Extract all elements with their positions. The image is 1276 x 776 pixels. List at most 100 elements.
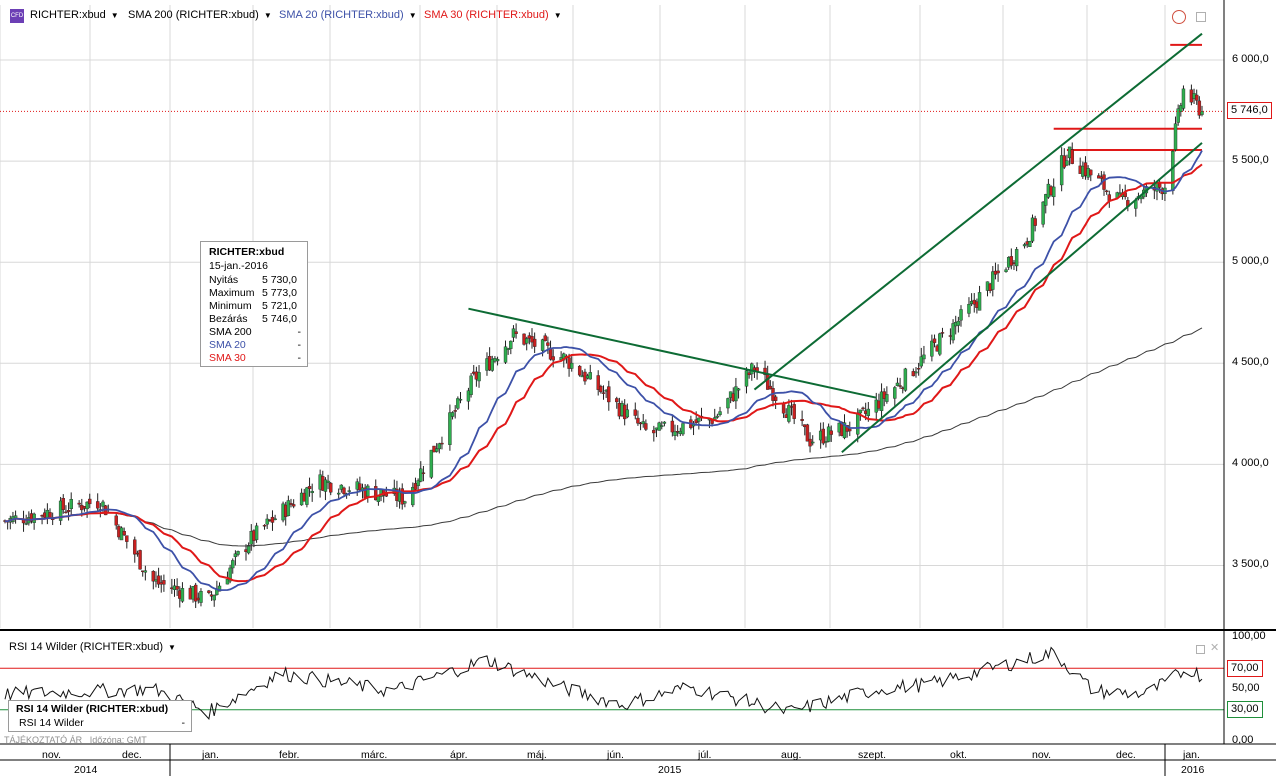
candle-body bbox=[525, 338, 529, 344]
annotation-lines bbox=[1053, 43, 1202, 151]
candle-body bbox=[448, 412, 452, 445]
candle-body bbox=[861, 407, 865, 410]
candle-body bbox=[1014, 249, 1019, 267]
ohlc-info-box: RICHTER:xbud 15-jan.-2016 Nyitás 5 730,0 … bbox=[200, 241, 308, 367]
year-label: 2016 bbox=[1181, 764, 1205, 776]
candle-body bbox=[1030, 217, 1035, 242]
candle-body bbox=[726, 398, 730, 409]
candle-body bbox=[895, 382, 900, 387]
candle-body bbox=[329, 482, 333, 493]
legend-sma200[interactable]: SMA 200 (RICHTER:xbud) ▼ bbox=[128, 9, 272, 21]
candle-body bbox=[69, 499, 73, 510]
candle-body bbox=[233, 553, 238, 558]
month-label: febr. bbox=[279, 749, 300, 761]
month-label: szept. bbox=[858, 749, 887, 761]
month-label: ápr. bbox=[450, 749, 468, 761]
trend-lines bbox=[468, 32, 1203, 454]
dropdown-arrow-icon[interactable]: ▼ bbox=[553, 11, 562, 20]
candle-body bbox=[577, 365, 582, 376]
candle-body bbox=[607, 386, 611, 403]
candle-body bbox=[469, 375, 473, 395]
candle-body bbox=[122, 531, 126, 536]
candle-body bbox=[1179, 105, 1183, 113]
candle-body bbox=[416, 480, 420, 487]
candle-body bbox=[421, 472, 426, 474]
candle-body bbox=[977, 292, 982, 311]
rsi-tick-label: 0,00 bbox=[1232, 734, 1254, 746]
candle-body bbox=[932, 338, 937, 343]
candle-body bbox=[374, 486, 378, 501]
candle-body bbox=[792, 404, 796, 419]
candle-body bbox=[715, 415, 720, 418]
candle-body bbox=[879, 391, 884, 411]
candle-body bbox=[1004, 269, 1008, 272]
candle-body bbox=[336, 492, 341, 495]
candle-body bbox=[967, 303, 971, 314]
candle-body bbox=[588, 372, 592, 380]
candle-body bbox=[151, 571, 156, 582]
candle-body bbox=[736, 388, 741, 391]
dropdown-arrow-icon[interactable]: ▼ bbox=[168, 643, 176, 652]
legend-sma20[interactable]: SMA 20 (RICHTER:xbud) ▼ bbox=[279, 9, 417, 21]
candle-body bbox=[24, 523, 28, 525]
candle-body bbox=[437, 443, 442, 450]
candle-body bbox=[1173, 123, 1178, 150]
candle-body bbox=[419, 468, 423, 482]
price-tick-label: 5 000,0 bbox=[1232, 255, 1269, 267]
candle-body bbox=[291, 504, 296, 507]
sma200-line bbox=[4, 327, 1203, 547]
candle-body bbox=[326, 480, 330, 483]
sma20-line bbox=[4, 150, 1203, 592]
rsi-tick-label: 100,00 bbox=[1232, 630, 1266, 642]
candle-body bbox=[411, 486, 415, 506]
rsi-title[interactable]: RSI 14 Wilder (RICHTER:xbud) ▼ bbox=[9, 641, 176, 653]
candle-body bbox=[1200, 111, 1204, 115]
candle-body bbox=[1195, 94, 1199, 101]
dropdown-arrow-icon[interactable]: ▼ bbox=[263, 11, 272, 20]
candle-body bbox=[959, 309, 963, 321]
candlestick-series bbox=[3, 84, 1204, 609]
candle-body bbox=[61, 498, 65, 510]
cfd-icon: CFD bbox=[10, 9, 24, 23]
close-icon[interactable]: ✕ bbox=[1210, 642, 1220, 654]
candle-body bbox=[450, 412, 455, 417]
candle-body bbox=[125, 535, 129, 542]
candle-body bbox=[273, 518, 277, 521]
candle-body bbox=[916, 368, 921, 370]
month-label: máj. bbox=[527, 749, 547, 761]
legend-sma30[interactable]: SMA 30 (RICHTER:xbud) ▼ bbox=[424, 9, 562, 21]
candle-body bbox=[434, 448, 439, 452]
candle-body bbox=[217, 585, 222, 592]
candle-body bbox=[138, 550, 142, 570]
candle-body bbox=[440, 442, 444, 445]
month-label: okt. bbox=[950, 749, 967, 761]
candle-body bbox=[342, 487, 346, 494]
clock-icon[interactable] bbox=[1172, 10, 1186, 24]
candle-body bbox=[1104, 190, 1109, 192]
candle-body bbox=[903, 368, 908, 391]
rsi-box-title: RSI 14 Wilder (RICHTER:xbud) bbox=[16, 703, 169, 715]
sma30-line bbox=[4, 163, 1203, 583]
candle-body bbox=[456, 398, 460, 409]
candle-body bbox=[1059, 155, 1064, 186]
month-label: jan. bbox=[1183, 749, 1200, 761]
dropdown-arrow-icon[interactable]: ▼ bbox=[110, 11, 119, 20]
rsi-line bbox=[4, 646, 1203, 720]
month-label: nov. bbox=[42, 749, 62, 761]
price-tick-label: 5 500,0 bbox=[1232, 154, 1269, 166]
candle-body bbox=[400, 488, 404, 505]
candle-body bbox=[1065, 160, 1069, 166]
candle-body bbox=[546, 342, 550, 346]
candle-body bbox=[996, 270, 1000, 274]
dropdown-arrow-icon[interactable]: ▼ bbox=[408, 11, 417, 20]
maximize-icon[interactable] bbox=[1196, 12, 1206, 22]
candle-body bbox=[991, 271, 995, 290]
month-label: dec. bbox=[122, 749, 142, 761]
maximize-icon[interactable] bbox=[1196, 645, 1205, 654]
candle-body bbox=[773, 396, 778, 401]
candle-body bbox=[1051, 186, 1056, 198]
legend-instrument[interactable]: RICHTER:xbud ▼ bbox=[30, 9, 119, 21]
info-row-sma20: SMA 20- bbox=[209, 339, 301, 351]
